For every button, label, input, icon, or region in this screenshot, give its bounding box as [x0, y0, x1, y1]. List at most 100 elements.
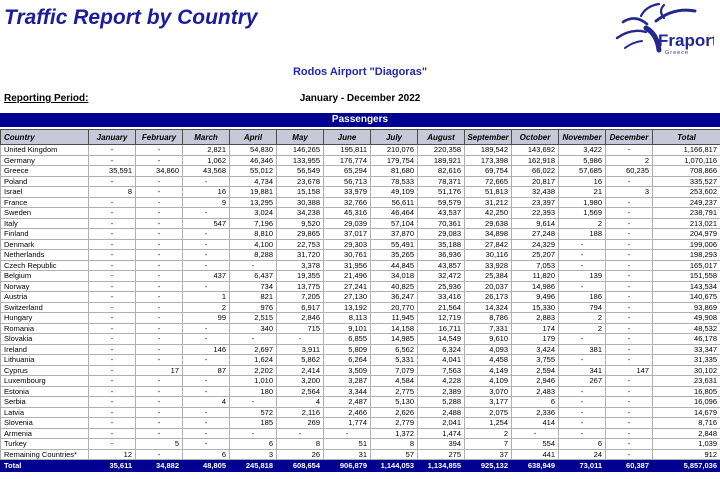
value-cell: 146,265	[276, 144, 324, 156]
value-cell: 14,158	[370, 322, 418, 334]
value-cell: 3,177	[464, 396, 512, 408]
value-cell: 48,532	[652, 322, 720, 334]
value-cell: -	[605, 354, 653, 366]
value-cell: 179	[511, 333, 559, 345]
value-cell: -	[88, 217, 136, 229]
value-cell: 8	[370, 438, 418, 450]
value-cell: -	[88, 343, 136, 355]
value-cell: 35,265	[370, 249, 418, 261]
value-cell: 3,070	[464, 385, 512, 397]
value-cell: 82,616	[417, 165, 465, 177]
value-cell: 22,753	[276, 238, 324, 250]
value-cell: -	[135, 396, 183, 408]
value-cell: 4,093	[464, 343, 512, 355]
value-cell: 16,711	[417, 322, 465, 334]
value-cell: 2	[558, 322, 606, 334]
value-cell: -	[135, 406, 183, 418]
value-cell: -	[135, 196, 183, 208]
value-cell: 27,130	[323, 291, 371, 303]
value-cell: -	[558, 238, 606, 250]
value-cell: 17	[135, 364, 183, 376]
value-cell: 708,866	[652, 165, 720, 177]
value-cell: 7,079	[370, 364, 418, 376]
value-cell: 1,166,817	[652, 144, 720, 156]
value-cell: 27,842	[464, 238, 512, 250]
country-cell: Austria	[0, 291, 89, 303]
country-cell: Norway	[0, 280, 89, 292]
value-cell: -	[88, 364, 136, 376]
value-cell: 27,241	[323, 280, 371, 292]
country-cell: Netherlands	[0, 249, 89, 261]
value-cell: 2,846	[276, 312, 324, 324]
value-cell: 1,254	[464, 417, 512, 429]
value-cell: 31,335	[652, 354, 720, 366]
value-cell: 59,579	[417, 196, 465, 208]
country-cell: Armenia	[0, 427, 89, 439]
value-cell: 2,883	[511, 312, 559, 324]
value-cell: 23,397	[511, 196, 559, 208]
value-cell: -	[558, 427, 606, 439]
value-cell: 162,918	[511, 154, 559, 166]
table-row: Luxembourg - - -1,010 3,200 3,287 4,584 4,228 4,…	[0, 375, 720, 387]
value-cell: 30,102	[652, 364, 720, 376]
value-cell: 65,294	[323, 165, 371, 177]
fraport-logo: Fraport Greece	[608, 1, 718, 57]
value-cell: 30,761	[323, 249, 371, 261]
value-cell: 267	[558, 375, 606, 387]
value-cell: 3,024	[229, 207, 277, 219]
value-cell: 3	[229, 448, 277, 460]
column-header-january: January	[88, 129, 136, 145]
value-cell: 56,713	[323, 175, 371, 187]
value-cell: 87	[182, 364, 230, 376]
table-row: Italy - -547 7,196 9,520 29,039 57,104 70,361 29…	[0, 217, 720, 229]
value-cell: -	[182, 322, 230, 334]
value-cell: -	[135, 144, 183, 156]
value-cell: -	[558, 406, 606, 418]
value-cell: 16,096	[652, 396, 720, 408]
value-cell: 794	[558, 301, 606, 313]
value-cell: -	[88, 375, 136, 387]
value-cell: 5,857,036	[652, 459, 720, 472]
value-cell: 14,986	[511, 280, 559, 292]
value-cell: 2,202	[229, 364, 277, 376]
value-cell: -	[605, 249, 653, 261]
country-cell: Finland	[0, 228, 89, 240]
value-cell: 73,011	[558, 459, 606, 472]
value-cell: 60,235	[605, 165, 653, 177]
value-cell: 6,917	[276, 301, 324, 313]
table-row: Serbia - -4-4 2,487 5,130 5,288 3,177 6- -16,096	[0, 396, 720, 408]
value-cell: 2,414	[276, 364, 324, 376]
country-cell: Estonia	[0, 385, 89, 397]
value-cell: 26	[276, 448, 324, 460]
reporting-period-value: January - December 2022	[299, 93, 421, 104]
value-cell: 180	[229, 385, 277, 397]
value-cell: -	[182, 354, 230, 366]
value-cell: -	[88, 196, 136, 208]
table-row: Estonia - - -180 2,564 3,344 2,775 2,389 3,070 2,…	[0, 385, 720, 397]
table-row: Slovakia - - - - -6,855 14,985 14,549 9,610 179- -…	[0, 333, 720, 345]
value-cell: -	[135, 375, 183, 387]
value-cell: 14,679	[652, 406, 720, 418]
value-cell: 4	[276, 396, 324, 408]
value-cell: -	[605, 312, 653, 324]
country-cell: Lithuania	[0, 354, 89, 366]
value-cell: 7	[464, 438, 512, 450]
value-cell: 23,678	[276, 175, 324, 187]
value-cell: 9,610	[464, 333, 512, 345]
value-cell: -	[135, 186, 183, 198]
value-cell: -	[88, 270, 136, 282]
value-cell: 13,192	[323, 301, 371, 313]
value-cell: -	[605, 427, 653, 439]
value-cell: -	[135, 322, 183, 334]
value-cell: -	[88, 144, 136, 156]
value-cell: 572	[229, 406, 277, 418]
country-cell: Hungary	[0, 312, 89, 324]
value-cell: 29,303	[323, 238, 371, 250]
value-cell: -	[88, 207, 136, 219]
value-cell: 2,626	[370, 406, 418, 418]
country-cell: Luxembourg	[0, 375, 89, 387]
value-cell: 66,022	[511, 165, 559, 177]
value-cell: -	[88, 154, 136, 166]
value-cell: 4,149	[464, 364, 512, 376]
value-cell: 14,985	[370, 333, 418, 345]
